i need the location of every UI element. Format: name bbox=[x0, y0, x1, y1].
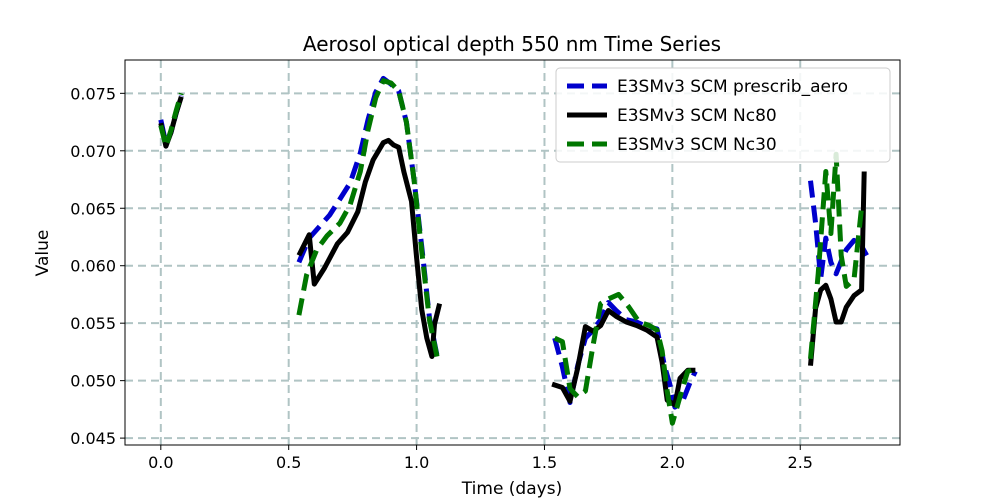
series-line-segment bbox=[296, 78, 440, 358]
y-tick-label: 0.060 bbox=[70, 257, 116, 276]
x-tick-label: 0.5 bbox=[276, 453, 301, 472]
legend-box bbox=[555, 67, 891, 163]
series-line-segment bbox=[553, 291, 697, 426]
plot-area bbox=[158, 75, 869, 426]
y-axis-ticks: 0.045 0.050 0.055 0.060 0.065 0.070 0.075 bbox=[70, 84, 125, 448]
x-tick-label: 0.0 bbox=[148, 453, 173, 472]
x-axis-ticks: 0.0 0.5 1.0 1.5 2.0 2.5 bbox=[148, 445, 813, 472]
x-axis-label: Time (days) bbox=[461, 479, 562, 499]
series-line-segment bbox=[158, 92, 184, 149]
plot-frame bbox=[124, 59, 901, 446]
chart-title: Aerosol optical depth 550 nm Time Series bbox=[303, 32, 721, 56]
legend: E3SMv3 SCM prescrib_aero E3SMv3 SCM Nc80 E… bbox=[555, 67, 891, 163]
y-tick-label: 0.070 bbox=[70, 142, 116, 161]
x-tick-label: 2.0 bbox=[660, 453, 685, 472]
legend-label: E3SMv3 SCM prescrib_aero bbox=[617, 77, 848, 97]
series-line-segment bbox=[808, 151, 865, 360]
y-axis-label: Value bbox=[33, 230, 53, 277]
x-tick-label: 2.5 bbox=[788, 453, 813, 472]
y-tick-label: 0.045 bbox=[70, 429, 116, 448]
x-tick-label: 1.0 bbox=[404, 453, 429, 472]
y-tick-label: 0.050 bbox=[70, 372, 116, 391]
series-line-segment bbox=[808, 180, 869, 281]
y-tick-label: 0.055 bbox=[70, 314, 116, 333]
series-line-segment bbox=[551, 308, 696, 408]
series-line-segment bbox=[296, 137, 443, 359]
x-tick-label: 1.5 bbox=[532, 453, 557, 472]
legend-label: E3SMv3 SCM Nc30 bbox=[617, 135, 777, 155]
series-line-segment bbox=[808, 171, 867, 366]
y-tick-label: 0.075 bbox=[70, 84, 116, 103]
legend-label: E3SMv3 SCM Nc80 bbox=[617, 106, 777, 126]
y-tick-label: 0.065 bbox=[70, 199, 116, 218]
